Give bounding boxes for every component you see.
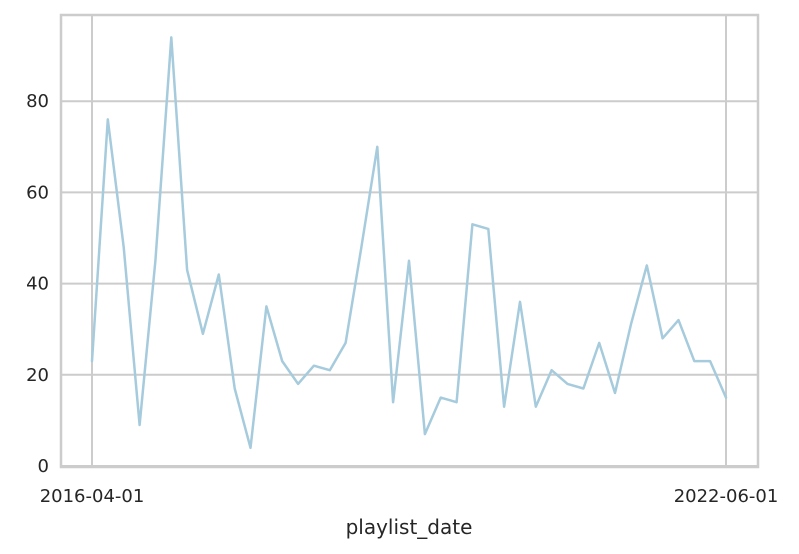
x-tick-label: 2022-06-01 [674,486,779,507]
x-gridlines [91,15,727,467]
y-tick-label: 60 [26,182,49,203]
y-tick-labels: 0 20 40 60 80 [26,91,49,477]
y-tick-label: 80 [26,91,49,112]
y-tick-label: 0 [38,456,49,477]
x-tick-labels: 2016-04-01 2022-06-01 [40,486,779,507]
plot-background [59,13,760,469]
x-axis-title: playlist_date [346,515,473,539]
y-tick-label: 40 [26,274,49,295]
x-tick-label: 2016-04-01 [40,486,145,507]
y-tick-label: 20 [26,365,49,386]
series-line [90,36,728,450]
y-gridlines [61,100,758,467]
